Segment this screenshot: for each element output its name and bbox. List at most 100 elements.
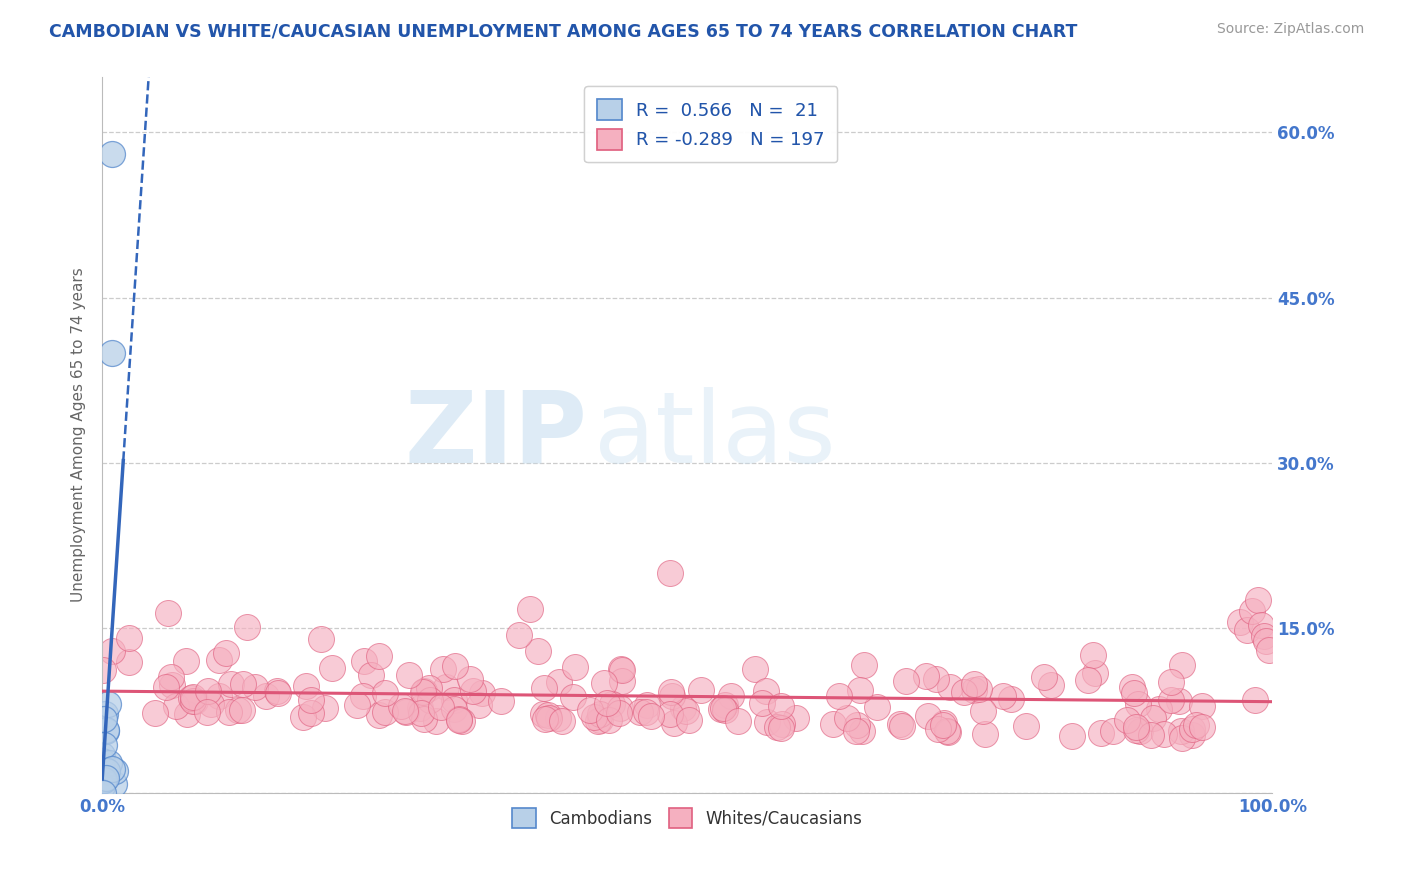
Point <box>91 754 114 768</box>
Point <box>785 711 807 725</box>
Point <box>254 689 277 703</box>
Point <box>360 668 382 682</box>
Point <box>346 698 368 712</box>
Point <box>389 698 412 713</box>
Point <box>551 714 574 728</box>
Point <box>353 654 375 668</box>
Point <box>180 691 202 706</box>
Point <box>94 723 117 738</box>
Point <box>1236 623 1258 637</box>
Point <box>93 773 115 788</box>
Point <box>443 693 465 707</box>
Point <box>935 723 957 738</box>
Text: atlas: atlas <box>593 386 835 483</box>
Point <box>1241 604 1264 618</box>
Point <box>991 689 1014 703</box>
Point <box>586 714 609 728</box>
Point <box>1171 731 1194 745</box>
Point <box>118 632 141 646</box>
Point <box>430 700 453 714</box>
Point <box>181 690 204 704</box>
Point <box>1115 713 1137 727</box>
Point <box>267 686 290 700</box>
Point <box>828 690 851 704</box>
Point <box>165 699 187 714</box>
Point <box>770 716 793 731</box>
Point <box>489 694 512 708</box>
Point <box>636 698 658 712</box>
Point <box>374 705 396 719</box>
Point <box>714 698 737 713</box>
Point <box>219 677 242 691</box>
Point <box>208 690 231 704</box>
Point <box>425 714 447 728</box>
Point <box>160 677 183 691</box>
Point <box>675 704 697 718</box>
Point <box>628 706 651 720</box>
Point <box>889 717 911 731</box>
Point <box>533 681 555 695</box>
Point <box>915 669 938 683</box>
Point <box>184 694 207 708</box>
Point <box>218 706 240 720</box>
Point <box>367 648 389 663</box>
Point <box>101 762 124 776</box>
Point <box>1250 618 1272 632</box>
Point <box>91 779 114 793</box>
Text: CAMBODIAN VS WHITE/CAUCASIAN UNEMPLOYMENT AMONG AGES 65 TO 74 YEARS CORRELATION : CAMBODIAN VS WHITE/CAUCASIAN UNEMPLOYMEN… <box>49 22 1077 40</box>
Point <box>299 693 322 707</box>
Point <box>1147 702 1170 716</box>
Point <box>93 713 115 727</box>
Point <box>582 710 605 724</box>
Point <box>1060 729 1083 743</box>
Point <box>1102 723 1125 738</box>
Point <box>118 655 141 669</box>
Point <box>751 697 773 711</box>
Point <box>321 661 343 675</box>
Point <box>294 680 316 694</box>
Point <box>866 700 889 714</box>
Point <box>612 674 634 689</box>
Point <box>744 662 766 676</box>
Point <box>770 699 793 714</box>
Point <box>413 712 436 726</box>
Point <box>96 723 118 738</box>
Point <box>1167 694 1189 708</box>
Point <box>1000 691 1022 706</box>
Point <box>927 722 949 736</box>
Point <box>658 707 681 722</box>
Point <box>1256 633 1278 648</box>
Point <box>1253 629 1275 643</box>
Point <box>852 658 875 673</box>
Point <box>689 683 711 698</box>
Point <box>1033 670 1056 684</box>
Point <box>849 683 872 698</box>
Point <box>1243 692 1265 706</box>
Point <box>678 713 700 727</box>
Point <box>537 708 560 723</box>
Point <box>94 764 117 778</box>
Point <box>846 718 869 732</box>
Point <box>232 677 254 691</box>
Point <box>837 711 859 725</box>
Point <box>659 684 682 698</box>
Point <box>672 701 695 715</box>
Point <box>609 701 631 715</box>
Point <box>208 653 231 667</box>
Point <box>1181 722 1204 736</box>
Point <box>1191 720 1213 734</box>
Point <box>659 566 682 580</box>
Point <box>578 703 600 717</box>
Point <box>143 706 166 720</box>
Point <box>972 704 994 718</box>
Point <box>214 646 236 660</box>
Point <box>368 707 391 722</box>
Point <box>197 684 219 698</box>
Point <box>756 714 779 729</box>
Point <box>845 723 868 738</box>
Point <box>200 697 222 711</box>
Point <box>661 689 683 703</box>
Point <box>1160 693 1182 707</box>
Point <box>444 659 467 673</box>
Point <box>1128 698 1150 712</box>
